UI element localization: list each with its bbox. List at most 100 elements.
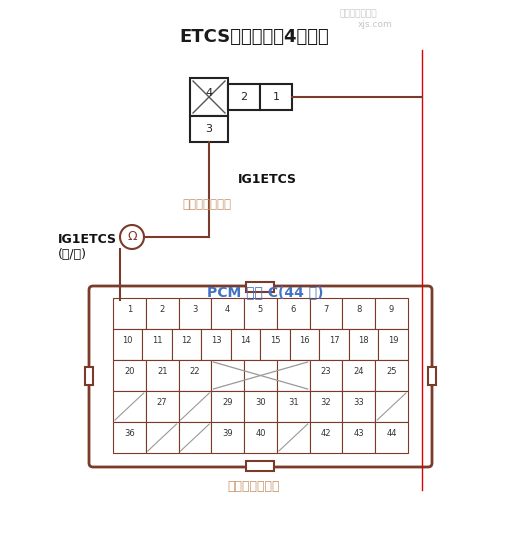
Bar <box>246 461 274 471</box>
Text: 2: 2 <box>240 92 247 102</box>
Bar <box>179 360 211 391</box>
Bar <box>261 329 290 360</box>
Bar <box>179 422 211 453</box>
Bar <box>190 78 228 116</box>
Text: ETCS控制继电器4芯插头: ETCS控制继电器4芯插头 <box>179 28 329 46</box>
Bar <box>277 298 309 329</box>
Bar <box>146 298 179 329</box>
Bar <box>113 422 146 453</box>
Bar <box>277 422 309 453</box>
Bar <box>113 298 146 329</box>
Text: 20: 20 <box>124 367 135 376</box>
Bar <box>179 298 211 329</box>
Bar <box>244 391 277 422</box>
Text: 2: 2 <box>159 305 165 314</box>
Bar <box>309 298 343 329</box>
Text: 27: 27 <box>157 398 167 407</box>
Bar <box>343 298 375 329</box>
Bar <box>343 391 375 422</box>
Bar <box>172 329 202 360</box>
Text: 10: 10 <box>123 336 133 345</box>
Text: 7: 7 <box>323 305 329 314</box>
Bar <box>343 422 375 453</box>
Text: 30: 30 <box>255 398 266 407</box>
Text: IG1ETCS: IG1ETCS <box>58 233 117 246</box>
Text: 18: 18 <box>358 336 369 345</box>
Bar <box>211 422 244 453</box>
Text: 24: 24 <box>354 367 364 376</box>
Text: 3: 3 <box>192 305 197 314</box>
Bar <box>146 391 179 422</box>
Text: 四头插头端子侧: 四头插头端子侧 <box>228 480 280 493</box>
Bar <box>309 391 343 422</box>
Text: 1: 1 <box>272 92 279 102</box>
Bar <box>202 329 231 360</box>
Text: 8: 8 <box>356 305 361 314</box>
Text: 25: 25 <box>386 367 397 376</box>
Bar <box>143 329 172 360</box>
Text: 9: 9 <box>389 305 394 314</box>
Text: 31: 31 <box>288 398 299 407</box>
Bar <box>375 391 408 422</box>
Bar <box>375 298 408 329</box>
Bar <box>309 422 343 453</box>
Text: 32: 32 <box>321 398 331 407</box>
Text: PCM 插头 C(44 芯): PCM 插头 C(44 芯) <box>207 285 323 299</box>
Bar <box>85 366 93 384</box>
Text: 17: 17 <box>329 336 340 345</box>
Bar <box>211 391 244 422</box>
Text: 14: 14 <box>240 336 251 345</box>
Text: 11: 11 <box>152 336 162 345</box>
Bar <box>309 360 343 391</box>
Bar <box>146 360 179 391</box>
Text: 5: 5 <box>258 305 263 314</box>
Bar <box>211 360 244 391</box>
Text: 3: 3 <box>206 124 212 134</box>
Bar <box>228 84 260 110</box>
Bar <box>343 360 375 391</box>
Bar <box>375 422 408 453</box>
Text: 33: 33 <box>353 398 364 407</box>
Text: 43: 43 <box>354 429 364 438</box>
Bar <box>277 360 309 391</box>
Text: 四头插头端子侧: 四头插头端子侧 <box>182 198 231 211</box>
Text: 15: 15 <box>270 336 280 345</box>
Text: 4: 4 <box>225 305 231 314</box>
Bar <box>244 422 277 453</box>
Bar <box>428 366 436 384</box>
Bar <box>244 298 277 329</box>
Text: 40: 40 <box>255 429 266 438</box>
Text: 13: 13 <box>211 336 221 345</box>
Bar <box>244 360 277 391</box>
Text: IG1ETCS: IG1ETCS <box>238 173 297 186</box>
FancyBboxPatch shape <box>89 286 432 467</box>
Text: xjs.com: xjs.com <box>358 20 393 29</box>
Text: 21: 21 <box>157 367 167 376</box>
Text: Ω: Ω <box>127 230 137 243</box>
Bar <box>190 116 228 142</box>
Bar <box>179 391 211 422</box>
Text: 汽车维修技术网: 汽车维修技术网 <box>340 9 378 18</box>
Bar <box>113 391 146 422</box>
Bar <box>146 422 179 453</box>
Bar <box>290 329 320 360</box>
Bar <box>260 84 292 110</box>
Text: 4: 4 <box>206 88 213 98</box>
Bar <box>375 360 408 391</box>
Text: 1: 1 <box>127 305 132 314</box>
Bar <box>246 282 274 292</box>
Bar <box>320 329 349 360</box>
Text: (白/绿): (白/绿) <box>58 248 87 261</box>
Text: 23: 23 <box>321 367 331 376</box>
Bar <box>211 298 244 329</box>
Bar <box>231 329 261 360</box>
Text: 22: 22 <box>190 367 200 376</box>
Text: 42: 42 <box>321 429 331 438</box>
Text: 36: 36 <box>124 429 135 438</box>
Text: 6: 6 <box>291 305 296 314</box>
Bar <box>349 329 379 360</box>
Text: 19: 19 <box>388 336 399 345</box>
Text: 16: 16 <box>299 336 310 345</box>
Bar <box>277 391 309 422</box>
Text: 29: 29 <box>222 398 233 407</box>
